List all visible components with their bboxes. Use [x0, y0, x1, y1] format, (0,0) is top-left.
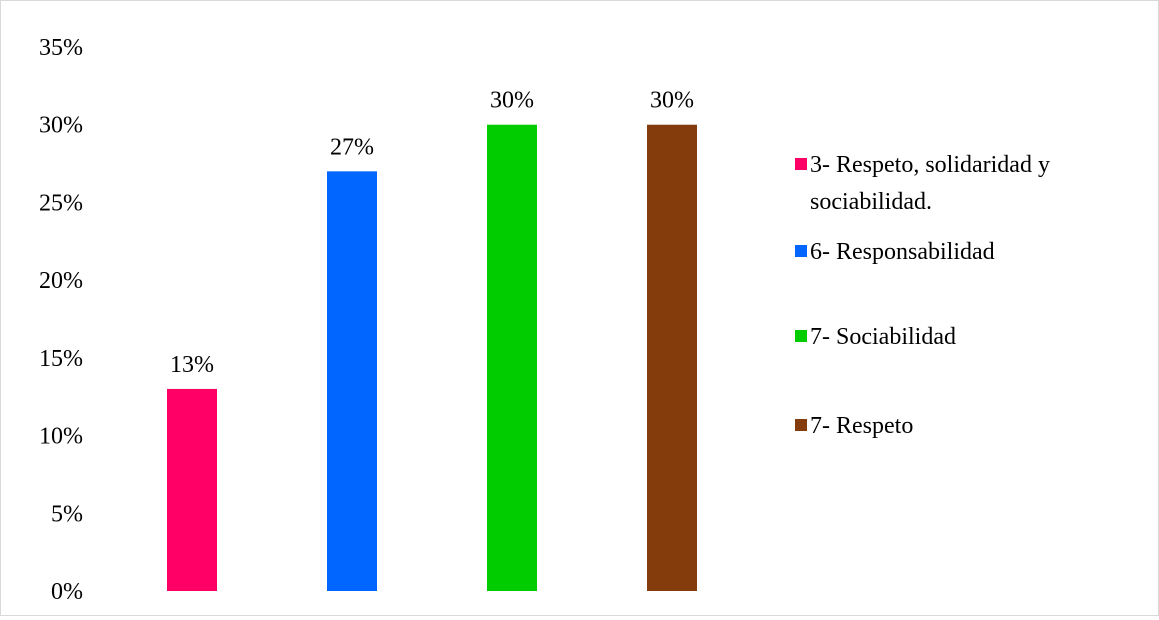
legend-label: 3- Respeto, solidaridad y	[810, 152, 1050, 178]
legend: 3- Respeto, solidaridad y sociabilidad. 6-…	[795, 152, 1050, 439]
legend-label: sociabilidad.	[810, 189, 932, 215]
y-tick-label: 5%	[51, 501, 83, 527]
bar	[327, 171, 377, 592]
y-tick-label: 0%	[51, 579, 83, 605]
y-tick-label: 15%	[39, 346, 83, 372]
legend-swatch	[795, 158, 807, 170]
data-label: 30%	[650, 88, 694, 114]
data-labels: 13% 27% 30% 30%	[170, 88, 694, 378]
legend-label: 7- Respeto	[810, 413, 913, 439]
bar	[647, 124, 697, 591]
data-label: 13%	[170, 352, 214, 378]
legend-swatch	[795, 245, 807, 257]
data-label: 30%	[490, 88, 534, 114]
bar	[487, 124, 537, 591]
legend-swatch	[795, 419, 807, 431]
y-tick-label: 35%	[39, 35, 83, 61]
legend-swatch	[795, 330, 807, 342]
bar	[167, 388, 217, 591]
y-axis: 0% 5% 10% 15% 20% 25% 30% 35%	[39, 35, 83, 605]
y-tick-label: 30%	[39, 113, 83, 139]
legend-label: 7- Sociabilidad	[810, 324, 956, 350]
legend-label: 6- Responsabilidad	[810, 239, 995, 265]
y-tick-label: 10%	[39, 424, 83, 450]
y-tick-label: 20%	[39, 268, 83, 294]
bars	[167, 124, 697, 592]
data-label: 27%	[330, 134, 374, 160]
y-tick-label: 25%	[39, 190, 83, 216]
